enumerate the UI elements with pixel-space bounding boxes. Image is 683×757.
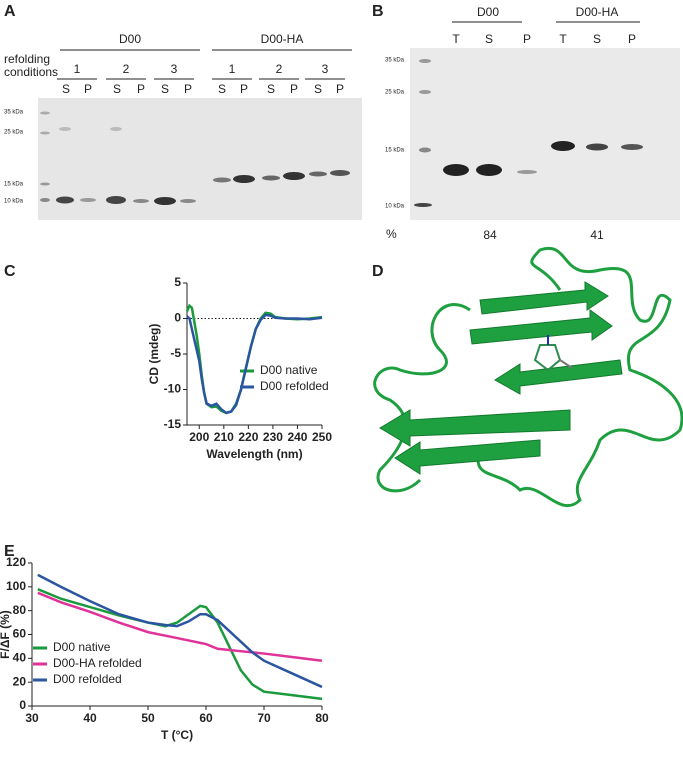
- x-tick-label: 40: [83, 711, 97, 725]
- x-tick-label: 240: [287, 430, 307, 444]
- lane-label: P: [137, 82, 145, 96]
- legend-label: D00 native: [260, 363, 318, 377]
- marker-label: 25 kDa: [4, 130, 24, 136]
- panel-label: B: [372, 3, 384, 20]
- legend-label: D00 refolded: [53, 672, 122, 686]
- percent-value: 41: [590, 228, 604, 242]
- condition-label: 2: [123, 62, 130, 76]
- row-label: conditions: [4, 65, 58, 79]
- beta-sheets: [379, 281, 623, 475]
- series-line: [186, 313, 323, 415]
- gel-b: [410, 48, 680, 220]
- marker-label: 35 kDa: [385, 58, 405, 64]
- lane-label: T: [452, 32, 460, 46]
- lane-label: S: [161, 82, 169, 96]
- x-tick-label: 210: [214, 430, 234, 444]
- y-tick-label: 60: [13, 627, 27, 641]
- percent-value: 84: [483, 228, 497, 242]
- series-line: [37, 591, 323, 662]
- x-tick-label: 250: [312, 430, 332, 444]
- panel-label: C: [4, 263, 16, 280]
- panel-label: D: [372, 263, 384, 280]
- x-axis-title: T (°C): [161, 728, 193, 742]
- marker-label: 35 kDa: [4, 110, 24, 116]
- y-tick-label: 0: [19, 698, 26, 712]
- row-label: refolding: [4, 52, 50, 66]
- y-tick-label: 0: [174, 311, 181, 325]
- lane-label: P: [240, 82, 248, 96]
- condition-label: 1: [229, 62, 236, 76]
- x-tick-label: 30: [25, 711, 39, 725]
- lane-label: P: [184, 82, 192, 96]
- lane-label: P: [628, 32, 636, 46]
- marker-label: 15 kDa: [385, 148, 405, 154]
- marker-label: 10 kDa: [385, 204, 405, 210]
- y-tick-label: -10: [164, 382, 182, 396]
- gel-b-bands: [414, 59, 643, 207]
- y-tick-label: -5: [170, 346, 181, 360]
- marker-label: 15 kDa: [4, 182, 24, 188]
- y-axis-title: F/ΔF (%): [0, 610, 12, 659]
- y-tick-label: 100: [6, 579, 26, 593]
- x-tick-label: 70: [257, 711, 271, 725]
- group-label: D00: [477, 5, 499, 19]
- lane-label: P: [290, 82, 298, 96]
- lane-label: S: [113, 82, 121, 96]
- marker-label: 25 kDa: [385, 90, 405, 96]
- x-tick-label: 50: [141, 711, 155, 725]
- series-line: [185, 303, 323, 415]
- y-tick-label: 80: [13, 603, 27, 617]
- lane-label: S: [267, 82, 275, 96]
- lane-label: S: [593, 32, 601, 46]
- legend-label: D00 native: [53, 640, 111, 654]
- lane-label: P: [336, 82, 344, 96]
- condition-label: 1: [74, 62, 81, 76]
- lane-label: P: [84, 82, 92, 96]
- group-label: D00-HA: [261, 32, 304, 46]
- legend-label: D00-HA refolded: [53, 656, 142, 670]
- x-tick-label: 220: [238, 430, 258, 444]
- y-tick-label: 20: [13, 674, 27, 688]
- group-label: D00: [119, 32, 141, 46]
- x-tick-label: 200: [189, 430, 209, 444]
- lane-label: T: [559, 32, 567, 46]
- x-tick-label: 80: [315, 711, 329, 725]
- y-tick-label: 5: [174, 275, 181, 289]
- y-axis-title: CD (mdeg): [147, 324, 161, 385]
- lane-label: S: [314, 82, 322, 96]
- lane-label: S: [62, 82, 70, 96]
- legend-label: D00 refolded: [260, 379, 329, 393]
- gel-a-bands: [40, 111, 350, 205]
- condition-label: 3: [171, 62, 178, 76]
- x-tick-label: 230: [263, 430, 283, 444]
- x-tick-label: 60: [199, 711, 213, 725]
- panel-label: E: [4, 543, 15, 560]
- protein-structure: [373, 246, 683, 508]
- y-tick-label: 40: [13, 651, 27, 665]
- series-line: [37, 573, 323, 689]
- y-tick-label: 120: [6, 555, 26, 569]
- percent-label: %: [386, 227, 397, 241]
- series-line: [37, 588, 323, 701]
- marker-label: 10 kDa: [4, 199, 24, 205]
- lane-label: P: [523, 32, 531, 46]
- condition-label: 3: [322, 62, 329, 76]
- lane-label: S: [485, 32, 493, 46]
- x-axis-title: Wavelength (nm): [206, 447, 302, 461]
- panel-label: A: [4, 3, 16, 20]
- y-tick-label: -15: [164, 417, 182, 431]
- condition-label: 2: [276, 62, 283, 76]
- lane-label: S: [218, 82, 226, 96]
- ligand: [533, 335, 573, 372]
- group-label: D00-HA: [576, 5, 619, 19]
